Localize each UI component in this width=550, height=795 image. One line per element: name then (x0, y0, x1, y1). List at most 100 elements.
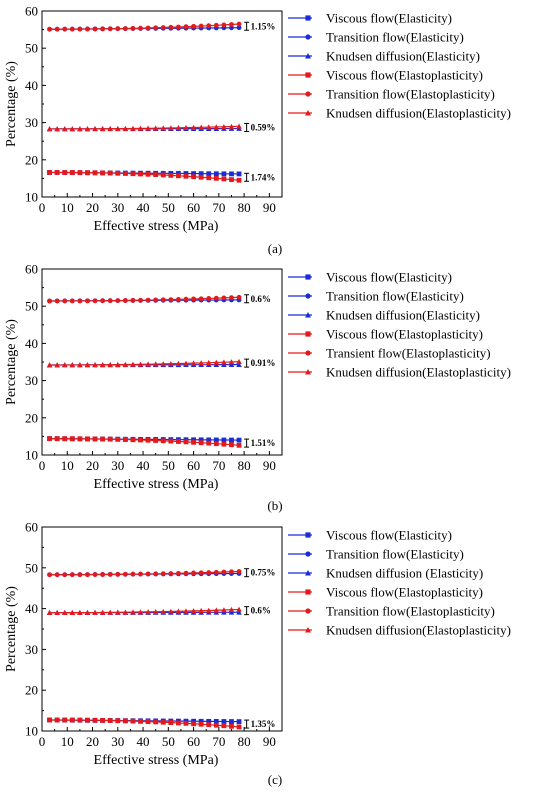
data-point (92, 609, 98, 615)
data-point (54, 298, 60, 304)
series-1 (47, 436, 242, 443)
data-point (46, 362, 53, 368)
y-tick-label: 10 (25, 448, 38, 463)
data-point (115, 361, 121, 367)
data-point (47, 170, 52, 175)
data-point (130, 609, 136, 615)
data-point (168, 720, 174, 725)
y-tick-label: 30 (25, 373, 38, 388)
chart-panel-b: 0 10 20 30 40 50 60 70 80 90102030405060Effective… (4, 262, 511, 514)
data-point (145, 719, 151, 725)
annotation-label: 0.75% (251, 568, 276, 578)
data-point (213, 295, 219, 301)
data-point (191, 174, 196, 180)
data-point (69, 717, 75, 723)
data-point (99, 362, 106, 368)
x-tick-label: 30 (111, 458, 124, 473)
x-tick-label: 0 (39, 734, 46, 749)
data-point (160, 361, 167, 367)
legend-marker (305, 91, 311, 97)
data-point (183, 296, 189, 302)
data-point (168, 360, 174, 367)
data-point (138, 437, 143, 443)
x-tick-label: 40 (137, 458, 150, 473)
data-point (77, 717, 83, 723)
data-point (69, 609, 76, 615)
legend-marker (305, 34, 311, 40)
data-point (198, 174, 204, 180)
legend-label: Transition flow(Elasticity) (326, 30, 464, 45)
data-point (99, 126, 106, 132)
panel-label: (b) (267, 498, 282, 513)
data-point (229, 25, 234, 31)
data-point (61, 126, 68, 132)
data-point (92, 126, 98, 132)
data-point (191, 296, 196, 302)
x-axis-label: Effective stress (MPa) (94, 477, 219, 492)
data-point (206, 437, 212, 443)
data-point (107, 436, 113, 442)
data-point (153, 172, 159, 178)
data-point (221, 176, 227, 182)
data-point (229, 171, 234, 177)
data-point (183, 439, 189, 445)
data-point (47, 298, 52, 304)
data-point (176, 24, 181, 30)
data-point (191, 171, 196, 176)
annotation-label: 1.51% (251, 438, 276, 448)
data-point (100, 718, 106, 723)
x-tick-label: 60 (187, 200, 200, 215)
data-point (221, 171, 227, 177)
y-tick-label: 20 (25, 152, 38, 167)
series-1 (47, 717, 242, 725)
legend-label: Transition flow(Elasticity) (326, 547, 464, 562)
data-point (152, 609, 159, 615)
data-point (205, 124, 212, 130)
data-point (54, 362, 60, 368)
legend-label: Knudsen diffusion(Elasticity) (326, 308, 480, 323)
data-point (130, 571, 136, 577)
data-point (228, 361, 235, 367)
data-point (85, 170, 90, 176)
y-tick-label: 50 (25, 299, 38, 314)
data-point (152, 125, 159, 131)
series-6 (46, 606, 242, 616)
legend-marker (305, 551, 311, 557)
x-tick-label: 10 (61, 200, 74, 215)
data-point (236, 724, 242, 730)
data-point (236, 294, 242, 300)
data-point (168, 125, 174, 131)
legend-marker (305, 312, 311, 318)
data-point (85, 436, 90, 442)
data-point (160, 172, 166, 178)
x-tick-label: 50 (162, 734, 175, 749)
data-point (115, 571, 121, 577)
data-point (236, 569, 242, 574)
x-tick-label: 90 (263, 734, 276, 749)
data-point (206, 171, 212, 177)
data-point (236, 21, 242, 27)
data-point (229, 295, 234, 300)
data-point (236, 25, 242, 31)
data-point (46, 609, 53, 616)
data-point (221, 22, 227, 28)
legend-label: Knudsen diffusion(Elastoplasticity) (326, 365, 511, 380)
data-point (122, 571, 128, 577)
data-point (69, 298, 75, 304)
x-tick-label: 60 (187, 458, 200, 473)
x-tick-label: 30 (111, 734, 124, 749)
x-tick-label: 70 (212, 458, 225, 473)
y-tick-label: 40 (25, 336, 38, 351)
data-point (190, 360, 197, 366)
data-point (183, 124, 189, 131)
x-tick-label: 40 (137, 734, 150, 749)
legend-marker (305, 110, 311, 116)
data-point (221, 607, 227, 613)
data-point (137, 125, 144, 131)
x-tick-label: 60 (187, 734, 200, 749)
data-point (160, 719, 166, 725)
data-point (183, 720, 189, 726)
data-point (138, 571, 143, 577)
legend-marker (305, 331, 311, 337)
data-point (229, 437, 234, 443)
